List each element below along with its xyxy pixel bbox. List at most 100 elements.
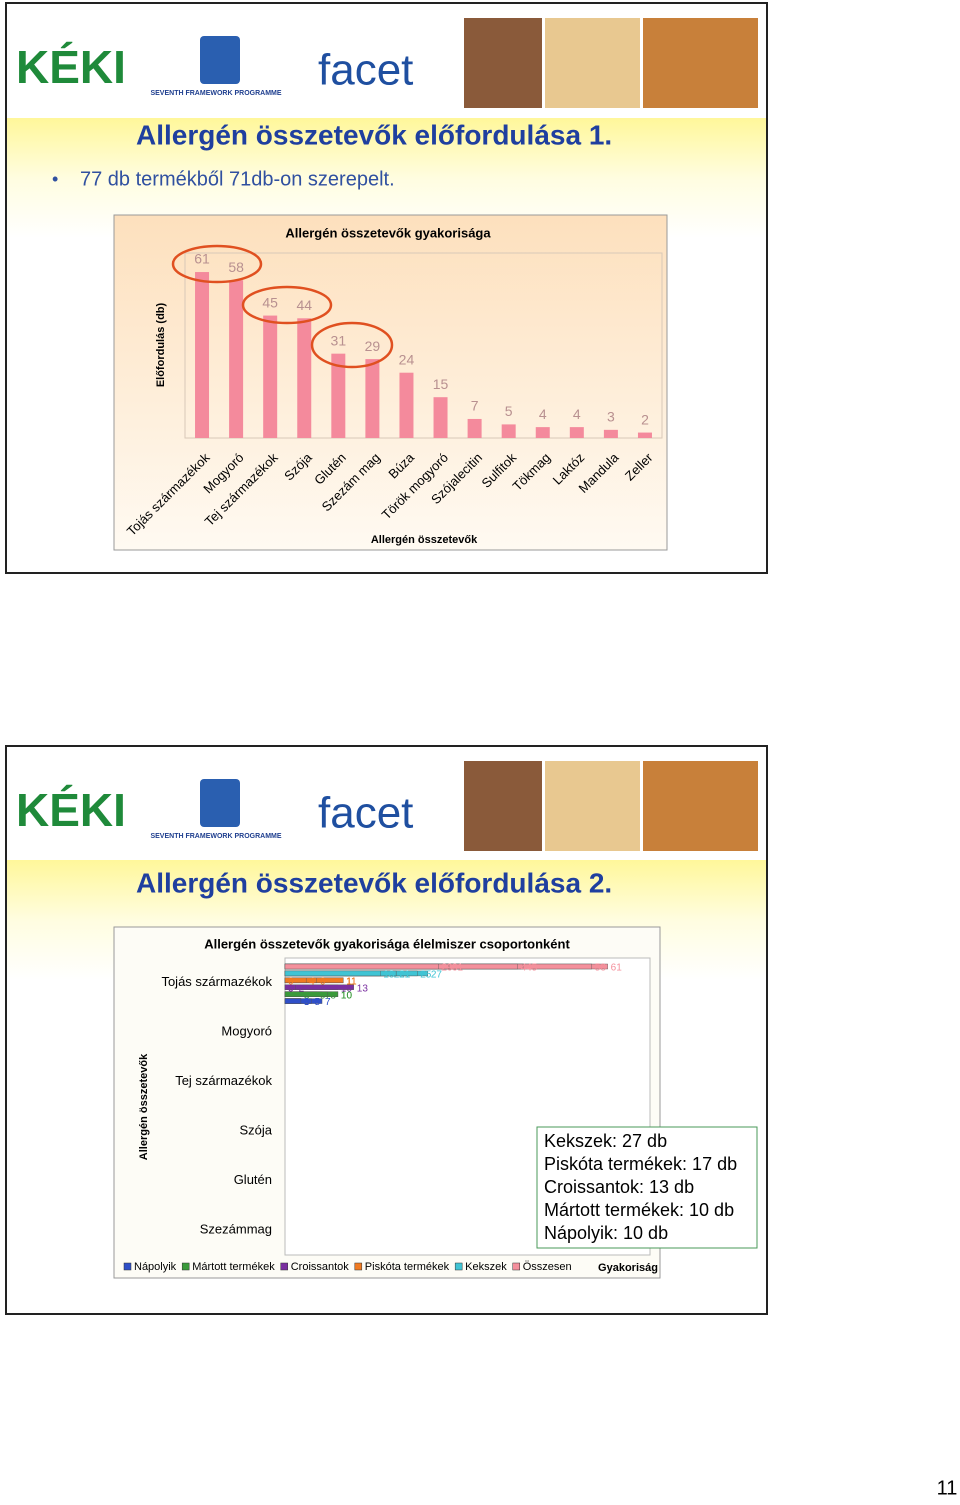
value-label: 31 <box>452 963 464 974</box>
y-tick-label: Szezámmag <box>200 1222 272 1237</box>
y-tick-label: Szója <box>239 1123 272 1138</box>
value-label: 0 <box>288 976 294 987</box>
bullet-dot: • <box>52 169 58 189</box>
photo-croissant <box>643 18 758 108</box>
value-label: 4 <box>573 406 581 422</box>
value-label: 3 <box>304 997 310 1008</box>
legend-label: Mártott termékek <box>192 1261 275 1273</box>
bar <box>263 315 278 438</box>
value-label: 10 <box>341 990 353 1001</box>
legend-label: Összesen <box>523 1261 572 1273</box>
bar <box>501 424 516 438</box>
value-label: 7 <box>325 997 331 1008</box>
photo-wafer <box>464 761 542 851</box>
legend-label: Nápolyik <box>134 1261 177 1273</box>
value-label: 5 <box>314 997 320 1008</box>
legend-label: Kekszek <box>465 1261 507 1273</box>
legend-swatch <box>454 1262 463 1271</box>
value-label: 15 <box>433 376 449 392</box>
bar <box>603 429 618 438</box>
chart-title: Allergén összetevők gyakorisága <box>285 225 491 240</box>
legend-label: Croissantok <box>291 1261 350 1273</box>
bar <box>297 318 312 438</box>
value-label: 2 <box>299 983 305 994</box>
logo-keki: KÉKI <box>16 784 126 836</box>
annotation-line: Nápolyik: 10 db <box>544 1223 668 1243</box>
bar <box>637 432 652 438</box>
value-label: 58 <box>595 963 607 974</box>
value-label: 45 <box>262 294 278 310</box>
legend-swatch <box>354 1262 363 1271</box>
legend-swatch <box>181 1262 190 1271</box>
value-label: 0 <box>288 983 294 994</box>
legend-swatch <box>280 1262 288 1271</box>
value-label: 25 <box>420 970 432 981</box>
bar <box>229 280 244 438</box>
annotation-box <box>536 1126 758 1249</box>
bar <box>195 272 210 438</box>
slide-title: Allergén összetevők előfordulása 1. <box>136 119 612 150</box>
photo-crackers <box>545 761 640 851</box>
value-label: 27 <box>431 970 443 981</box>
legend-swatch <box>123 1262 132 1271</box>
page-number: 11 <box>937 1477 958 1499</box>
photo-wafer <box>464 18 542 108</box>
value-label: 11 <box>346 976 357 987</box>
value-label: 3 <box>304 997 310 1008</box>
value-label: 11 <box>346 976 357 987</box>
logo-fp7: SEVENTH FRAMEWORK PROGRAMME <box>150 833 281 840</box>
photo-croissant <box>643 761 758 851</box>
value-label: 0 <box>288 983 294 994</box>
bullet-text: 77 db termékből 71db-on szerepelt. <box>80 168 395 190</box>
y-tick-label: Tojás származékok <box>161 974 272 989</box>
chart-title: Allergén összetevők gyakorisága élelmisz… <box>204 936 570 951</box>
value-label: 24 <box>399 351 415 367</box>
y-axis-label: Allergén összetevők <box>138 1053 150 1160</box>
slide-title: Allergén összetevők előfordulása 2. <box>136 867 612 898</box>
plot-area <box>184 252 663 439</box>
y-tick-label: Glutén <box>234 1172 272 1187</box>
y-axis-label: Előfordulás (db) <box>155 303 167 388</box>
y-tick-label: Mogyoró <box>221 1024 272 1039</box>
legend-swatch <box>512 1262 520 1271</box>
value-label: 4 <box>539 406 547 422</box>
value-label: 31 <box>331 332 347 348</box>
value-label: 13 <box>357 983 369 994</box>
value-label: 61 <box>611 963 623 974</box>
value-label: 21 <box>399 970 411 981</box>
x-axis-label: Allergén összetevők <box>371 534 478 546</box>
value-label: 58 <box>228 259 244 275</box>
bar <box>365 359 380 438</box>
value-label: 4 <box>309 976 315 987</box>
bar <box>284 977 307 984</box>
value-label: 61 <box>194 251 210 267</box>
highlight-circle <box>310 321 394 369</box>
bar <box>569 427 584 438</box>
logo-fp7-mark <box>200 36 240 84</box>
bar <box>535 427 550 438</box>
bar <box>399 372 414 438</box>
y-tick-label: Tej származékok <box>175 1073 272 1088</box>
bar <box>284 984 296 990</box>
bar <box>284 998 302 1004</box>
logo-facet: facet <box>318 789 413 838</box>
photo-crackers <box>545 18 640 108</box>
value-label: 3 <box>607 409 615 425</box>
value-label: 18 <box>383 970 395 981</box>
value-label: 5 <box>505 403 513 419</box>
highlight-circle <box>171 244 263 284</box>
value-label: 29 <box>441 963 453 974</box>
value-label: 44 <box>521 963 533 974</box>
value-label: 7 <box>471 398 479 414</box>
value-label: 2 <box>641 411 649 427</box>
logo-fp7-mark <box>200 779 240 827</box>
bar <box>284 963 439 970</box>
annotation-line: Croissantok: 13 db <box>544 1177 694 1197</box>
highlight-circle <box>241 285 333 325</box>
annotation-line: Mártott termékek: 10 db <box>544 1200 734 1220</box>
annotation-line: Kekszek: 27 db <box>544 1131 667 1151</box>
value-label: 8 <box>330 990 336 1001</box>
value-label: 6 <box>320 976 326 987</box>
value-label: 45 <box>526 963 538 974</box>
logo-facet: facet <box>318 46 413 95</box>
